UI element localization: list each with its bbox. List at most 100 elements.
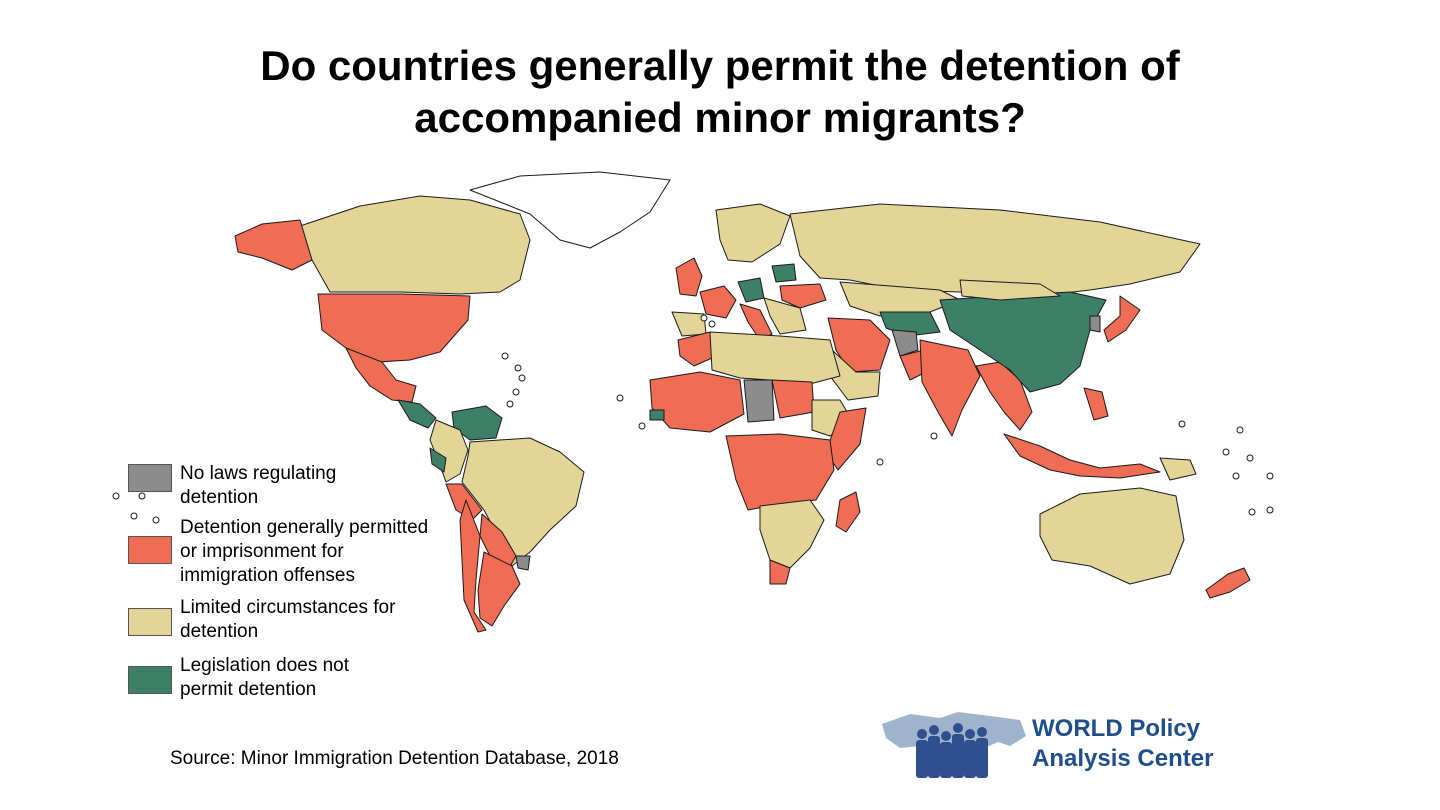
region-usa <box>317 293 471 363</box>
legend-label-line: permit detention <box>180 679 317 700</box>
region-belarus <box>771 263 797 283</box>
region-mexico <box>345 347 417 403</box>
logo-line-2: Analysis Center <box>1032 745 1214 772</box>
region-colombia <box>429 419 469 483</box>
map-title: Do countries generally permit the detent… <box>0 40 1440 144</box>
logo-person-head <box>953 723 963 733</box>
region-afghanistan <box>891 329 919 357</box>
region-philippines <box>1083 387 1109 421</box>
logo-person-body <box>916 740 928 778</box>
source-note: Source: Minor Immigration Detention Data… <box>170 748 619 769</box>
logo-person-head <box>929 725 939 735</box>
legend-label-no-laws: No laws regulating detention <box>180 462 490 510</box>
region-japan <box>1103 295 1141 343</box>
logo-person-head <box>917 729 927 739</box>
region-korea <box>1089 315 1101 333</box>
small-island-marker <box>708 320 716 328</box>
region-chad-niger <box>743 379 775 423</box>
logo-person-body <box>964 740 976 778</box>
region-mongolia <box>959 279 1061 301</box>
small-island-marker <box>501 352 509 360</box>
wpac-logo-graphic <box>882 712 1026 778</box>
region-south-africa <box>769 559 791 585</box>
legend-label-line: detention <box>180 621 259 642</box>
logo-person-head <box>941 731 951 741</box>
region-canada <box>299 195 531 295</box>
small-island-marker <box>700 314 708 322</box>
region-india <box>919 339 981 437</box>
region-chile <box>459 499 487 633</box>
region-uk <box>675 257 703 297</box>
region-iberia <box>671 311 707 337</box>
region-brazil <box>461 437 585 567</box>
legend-swatch-permitted <box>128 536 172 564</box>
logo-person-body <box>940 742 952 778</box>
legend-label-line: Detention generally permitted <box>180 517 429 538</box>
region-russia <box>789 203 1201 297</box>
legend-label-not-permitted: Legislation does not permit detention <box>180 654 490 702</box>
region-central-europe <box>737 277 765 303</box>
legend-label-limited: Limited circumstances for detention <box>180 596 490 644</box>
small-island-marker <box>512 388 520 396</box>
legend-swatch-limited <box>128 608 172 636</box>
legend-label-line: No laws regulating <box>180 463 337 484</box>
region-morocco <box>677 331 713 367</box>
legend-swatch-no-laws <box>128 464 172 492</box>
region-balkans <box>763 297 807 335</box>
logo-text: WORLD Policy Analysis Center <box>1032 714 1213 774</box>
logo-line-1: WORLD Policy <box>1032 715 1201 742</box>
region-indonesia <box>1003 433 1161 479</box>
region-scandinavia <box>715 203 791 263</box>
small-island-marker <box>138 492 146 500</box>
small-island-marker <box>112 492 120 500</box>
wpac-logo: WORLD Policy Analysis Center <box>880 706 1240 786</box>
region-ecuador <box>429 447 447 473</box>
logo-person-body <box>976 738 988 778</box>
title-line-1: Do countries generally permit the detent… <box>260 42 1180 89</box>
region-iran-turkey <box>827 317 891 373</box>
region-central-america <box>397 399 437 429</box>
small-island-marker <box>514 364 522 372</box>
region-uruguay <box>515 555 531 571</box>
region-new-zealand <box>1205 567 1251 599</box>
region-china <box>939 291 1107 393</box>
legend-label-line: immigration offenses <box>180 565 355 586</box>
legend-swatch-not-permitted <box>128 666 172 694</box>
logo-person-body <box>928 736 940 778</box>
small-island-marker <box>152 516 160 524</box>
small-island-marker <box>1246 454 1254 462</box>
region-peru <box>445 483 483 521</box>
region-papua-new-guinea <box>1159 457 1197 481</box>
small-island-marker <box>1266 472 1274 480</box>
small-island-marker <box>1232 472 1240 480</box>
legend-label-line: detention <box>180 487 259 508</box>
small-island-marker <box>876 458 884 466</box>
region-france <box>699 285 737 319</box>
region-southern-africa <box>759 499 825 569</box>
region-guinea-bissau <box>649 409 665 421</box>
small-island-marker <box>930 432 938 440</box>
logo-person-body <box>952 734 964 778</box>
small-island-marker <box>1222 448 1230 456</box>
region-argentina <box>477 551 521 627</box>
title-line-2: accompanied minor migrants? <box>414 94 1026 141</box>
small-island-marker <box>518 374 526 382</box>
small-island-marker <box>1236 426 1244 434</box>
small-island-marker <box>616 394 624 402</box>
region-greenland <box>469 171 671 249</box>
region-west-africa <box>649 371 745 433</box>
legend-label-line: or imprisonment for <box>180 541 344 562</box>
region-madagascar <box>835 491 861 533</box>
small-island-marker <box>506 400 514 408</box>
region-sudan <box>771 379 815 419</box>
logo-person-head <box>965 729 975 739</box>
logo-person-head <box>977 727 987 737</box>
region-north-africa <box>709 331 841 385</box>
legend-label-line: Limited circumstances for <box>180 597 396 618</box>
region-central-africa <box>725 433 835 511</box>
small-island-marker <box>130 512 138 520</box>
legend-label-permitted: Detention generally permitted or impriso… <box>180 516 490 588</box>
small-island-marker <box>1266 506 1274 514</box>
region-ukraine <box>779 283 827 309</box>
